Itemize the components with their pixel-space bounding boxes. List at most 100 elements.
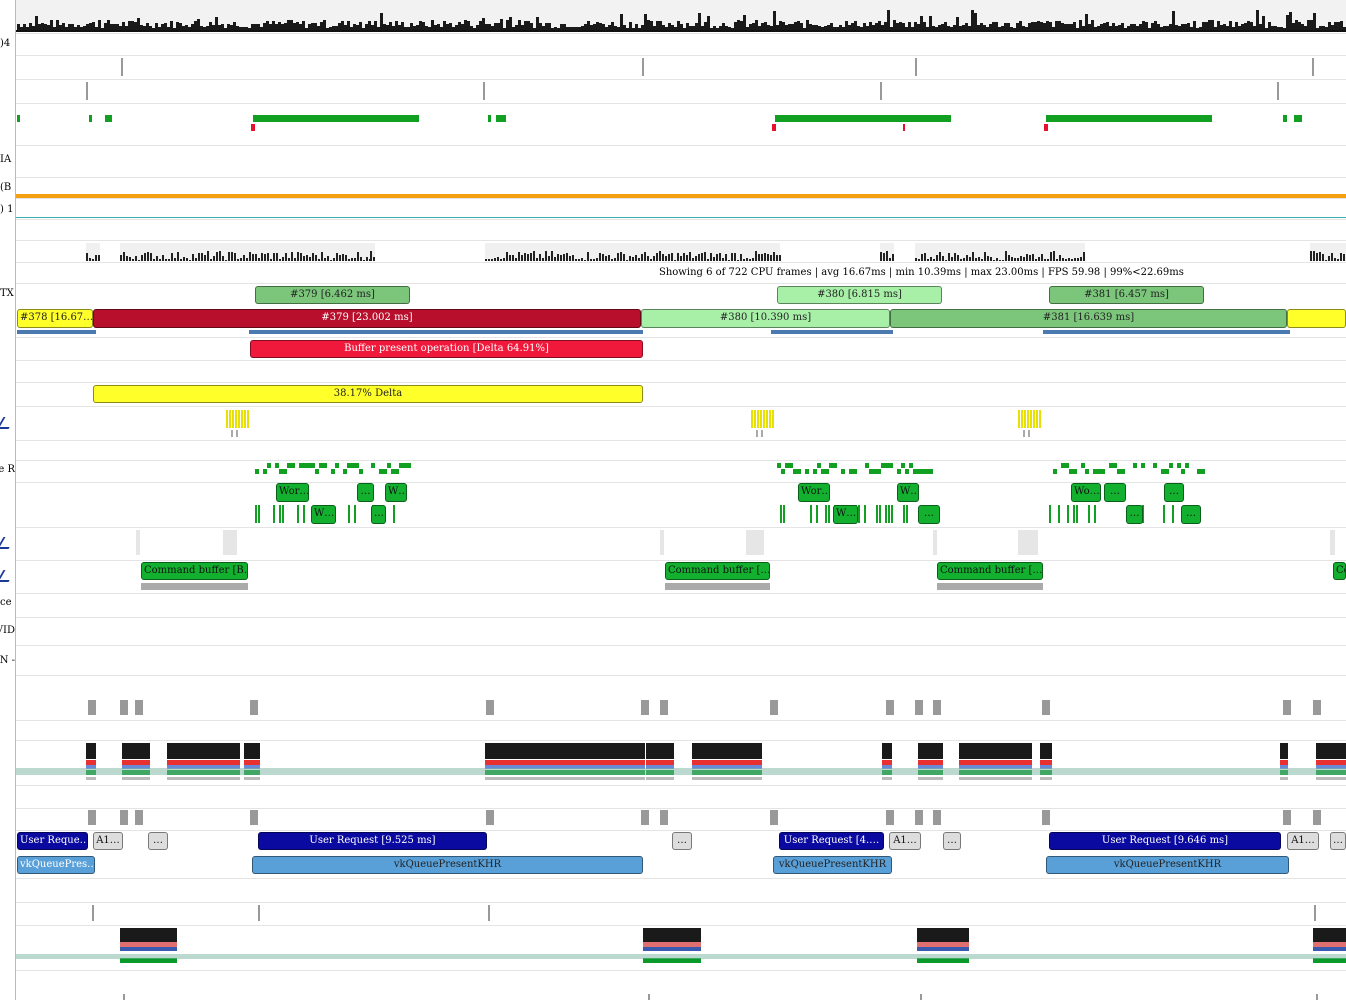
vk-present[interactable]: vkQueuePresentKHR [1046,856,1289,874]
user-requests[interactable]: … [148,832,168,850]
user-requests[interactable]: A1… [1287,832,1319,850]
user-requests[interactable]: … [1330,832,1346,850]
worker-slice [1088,505,1090,523]
sparkline-bar [584,259,586,261]
worker-tasks[interactable]: Wor… [276,483,309,502]
cpu-usage-bar [752,23,755,31]
cpu-usage-bar [1256,10,1259,31]
cpu-usage-bar [827,25,830,31]
vk-present[interactable]: vkQueuePres… [17,856,95,874]
row-separator [16,593,1346,594]
worker-tasks[interactable]: … [1164,483,1184,502]
cpu-frames[interactable]: #379 [23.002 ms] [93,309,641,328]
activity [17,115,20,122]
cpu-usage-bar [812,24,815,31]
worker-slice [913,469,917,474]
sparkline-bar [1023,257,1025,261]
sparkline-bar [1020,256,1022,261]
worker-slice [347,463,351,468]
worker-slice [1097,469,1101,474]
cpu-frame[interactable] [1287,309,1346,328]
gpu-frames[interactable]: #381 [6.457 ms] [1049,286,1204,304]
worker-tasks[interactable]: W… [311,505,336,524]
cpu-usage-bar [347,20,350,31]
worker-tasks[interactable]: … [1104,483,1126,502]
state-line [16,954,1346,959]
worker-tasks[interactable]: … [1181,505,1201,524]
cpu-frames[interactable]: #381 [16.639 ms] [890,309,1287,328]
state-red [917,942,969,947]
sparkline-bar [1017,257,1019,261]
command-buffers[interactable]: Command buffer [… [937,562,1043,580]
worker-slice [1093,469,1097,474]
sparkline-bar [596,258,598,261]
worker-tasks[interactable]: … [918,505,940,524]
cpu-usage-bar [524,21,527,31]
cpu-frames[interactable]: #380 [10.390 ms] [641,309,890,328]
sparkline-bar [671,252,673,261]
cpu-usage-bar [215,16,218,31]
worker-tasks[interactable]: W… [385,483,407,502]
cpu-usage-bar [1337,21,1340,31]
cpu-usage-bar [623,24,626,31]
cpu-usage-bar [275,24,278,31]
user-requests[interactable]: A1… [889,832,921,850]
row-separator [16,645,1346,646]
sparkline-bar [936,254,938,261]
user-requests[interactable]: A1… [93,832,123,850]
user-requests[interactable]: … [943,832,961,850]
light-slice [136,530,140,555]
cpu-usage-bar [779,21,782,31]
user-requests[interactable]: User Request [9.646 ms] [1049,832,1281,850]
vk-present[interactable]: vkQueuePresentKHR [252,856,643,874]
thread-tick [1313,810,1321,825]
worker-tasks[interactable]: … [371,505,386,524]
cpu-usage-bar [578,27,581,31]
user-requests[interactable]: User Request [4.… [779,832,884,850]
thread-tick [1042,810,1050,825]
worker-slice [383,469,387,474]
worker-tasks[interactable]: Wo… [1071,483,1101,502]
cpu-usage-bar [968,26,971,31]
worker-slice [1073,505,1075,523]
delta-block[interactable]: 38.17% Delta [93,385,643,403]
cpu-frames[interactable]: #378 [16.67… [17,309,93,328]
worker-tasks[interactable]: … [357,483,374,502]
sparkline-bar [321,251,323,261]
sparkline-bar [533,251,535,261]
cpu-usage-bar [998,27,1001,31]
state-blue [1313,947,1346,951]
command-buffers[interactable]: Command buffer [… [665,562,770,580]
cpu-usage-bar [260,27,263,31]
gpu-frames[interactable]: #380 [6.815 ms] [777,286,942,304]
sparkline-bar [746,258,748,261]
sparkline-bar [225,259,227,261]
worker-tasks[interactable]: Wor… [798,483,830,502]
sparkline-bar [518,251,520,261]
vk-present[interactable]: vkQueuePresentKHR [773,856,892,874]
row-separator [16,219,1346,220]
worker-tasks[interactable]: W… [833,505,858,524]
gpu-frames[interactable]: #379 [6.462 ms] [255,286,410,304]
user-requests[interactable]: User Request [9.525 ms] [258,832,487,850]
worker-tasks[interactable]: … [1126,505,1143,524]
command-buffers[interactable]: Co [1333,562,1346,580]
user-requests[interactable]: … [672,832,692,850]
buffer-present[interactable]: Buffer present operation [Delta 64.91%] [250,340,643,358]
tick [121,58,123,76]
sparkline-bar [503,258,505,261]
worker-slice [813,469,817,474]
worker-slice [283,469,287,474]
worker-slice [1113,463,1117,468]
user-requests[interactable]: User Reque… [17,832,88,850]
cpu-usage-bar [398,24,401,31]
row-separator [16,33,1346,34]
command-buffers[interactable]: Command buffer [B… [141,562,248,580]
worker-tasks[interactable]: W… [897,483,919,502]
frame-bar [771,330,893,334]
sparkline-bar [545,251,547,261]
cpu-usage-bar [809,24,812,31]
sparkline-bar [282,256,284,261]
thread-tick [1042,700,1050,715]
state-blue [86,765,96,769]
